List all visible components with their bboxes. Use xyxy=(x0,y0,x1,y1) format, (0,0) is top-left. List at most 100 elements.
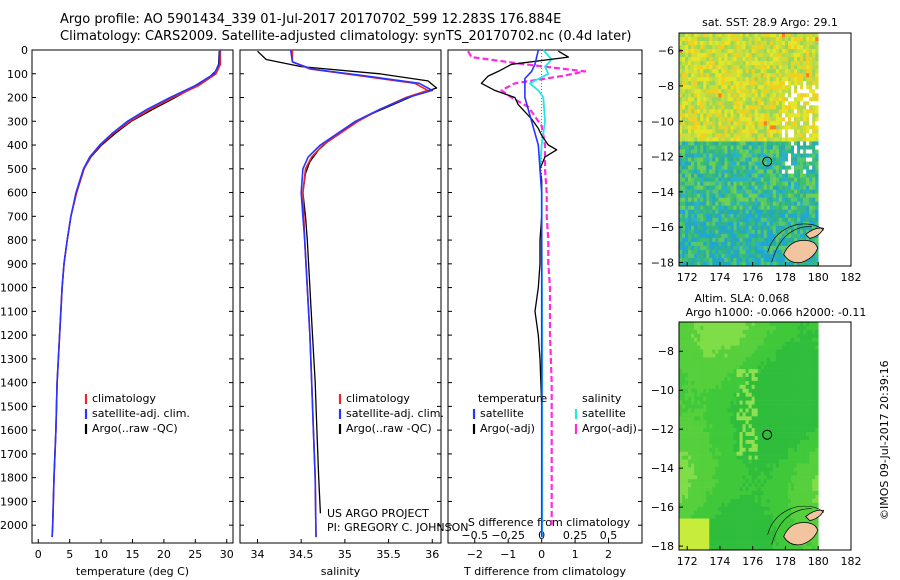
map-cell xyxy=(778,432,783,437)
map-cell xyxy=(736,420,740,425)
map-cell xyxy=(709,169,713,174)
map-cell xyxy=(751,341,755,346)
map-cell xyxy=(730,253,734,259)
map-cell xyxy=(775,181,780,186)
map-cell xyxy=(733,471,737,476)
map-cell xyxy=(745,169,749,174)
map-cell xyxy=(763,365,768,370)
map-cell xyxy=(685,125,689,130)
map-cell xyxy=(700,404,704,409)
map-cell xyxy=(733,101,737,106)
map-cell xyxy=(724,436,728,441)
map-cell xyxy=(803,459,807,464)
map-cell xyxy=(797,428,801,433)
map-x-tick-label: 172 xyxy=(677,271,698,284)
map-cell xyxy=(685,237,689,243)
map-cell xyxy=(794,388,798,394)
map-cell xyxy=(772,185,777,190)
map-cell xyxy=(739,169,743,174)
map-cell xyxy=(754,57,758,62)
map-cell xyxy=(778,329,783,335)
map-cell xyxy=(706,325,710,331)
map-cell xyxy=(739,149,743,154)
x-tick-label: 35.5 xyxy=(376,548,401,561)
map-cell xyxy=(706,129,710,134)
map-cell xyxy=(784,161,789,166)
map-cell xyxy=(751,420,755,425)
map-cell xyxy=(754,209,758,215)
map-cell xyxy=(688,77,692,82)
map-cell xyxy=(778,249,783,255)
map-cell xyxy=(733,49,737,54)
map-cell xyxy=(724,177,728,182)
map-cell xyxy=(748,420,752,425)
map-cell xyxy=(682,93,686,98)
map-cell xyxy=(718,73,722,78)
map-cell xyxy=(772,233,777,239)
map-cell xyxy=(812,369,816,374)
sla-map-title: Altim. SLA: 0.068 xyxy=(694,292,789,305)
map-cell xyxy=(778,57,783,62)
map-cell xyxy=(712,101,716,106)
map-cell xyxy=(784,241,789,247)
map-cell xyxy=(688,109,692,114)
map-cell xyxy=(715,149,719,154)
map-cell xyxy=(809,81,813,86)
map-cell xyxy=(760,41,765,46)
map-cell xyxy=(736,217,740,223)
map-cell xyxy=(806,57,810,62)
map-cell xyxy=(700,483,704,488)
map-cell xyxy=(703,81,707,86)
map-cell xyxy=(697,428,701,433)
map-cell xyxy=(736,157,740,162)
map-cell xyxy=(757,245,762,251)
map-cell xyxy=(712,261,716,267)
map-cell xyxy=(712,479,716,484)
map-cell xyxy=(781,217,786,223)
map-cell xyxy=(718,157,722,162)
map-cell xyxy=(781,439,786,445)
map-cell xyxy=(724,245,728,251)
map-cell xyxy=(784,404,789,409)
map-cell xyxy=(742,365,746,370)
map-cell xyxy=(760,491,765,496)
map-cell xyxy=(682,245,686,251)
map-cell xyxy=(784,233,789,239)
map-cell xyxy=(787,377,792,382)
map-cell xyxy=(781,125,786,130)
map-cell xyxy=(691,253,695,259)
map-cell xyxy=(679,181,683,186)
map-cell xyxy=(775,41,780,46)
map-cell xyxy=(772,53,777,58)
map-cell xyxy=(739,49,743,54)
map-cell xyxy=(778,177,783,182)
map-cell xyxy=(724,181,728,186)
map-cell xyxy=(815,85,819,90)
map-cell xyxy=(709,455,713,460)
map-cell xyxy=(706,365,710,370)
map-cell xyxy=(809,33,813,38)
map-cell xyxy=(730,416,734,421)
map-cell xyxy=(800,37,804,42)
map-cell xyxy=(688,459,692,464)
map-cell xyxy=(703,392,707,397)
map-cell xyxy=(809,257,813,263)
map-cell xyxy=(739,337,743,342)
map-cell xyxy=(757,221,762,227)
map-cell xyxy=(754,89,758,94)
map-cell xyxy=(730,487,734,492)
map-cell xyxy=(700,197,704,203)
map-cell xyxy=(742,459,746,464)
map-cell xyxy=(757,361,762,366)
map-cell xyxy=(688,129,692,134)
map-cell xyxy=(769,487,774,492)
map-cell xyxy=(697,209,701,215)
map-cell xyxy=(721,322,725,327)
map-cell xyxy=(797,412,801,417)
map-cell xyxy=(745,85,749,90)
map-cell xyxy=(772,49,777,54)
map-cell xyxy=(712,380,716,386)
map-cell xyxy=(784,137,789,142)
map-cell xyxy=(733,85,737,90)
map-cell xyxy=(745,57,749,62)
